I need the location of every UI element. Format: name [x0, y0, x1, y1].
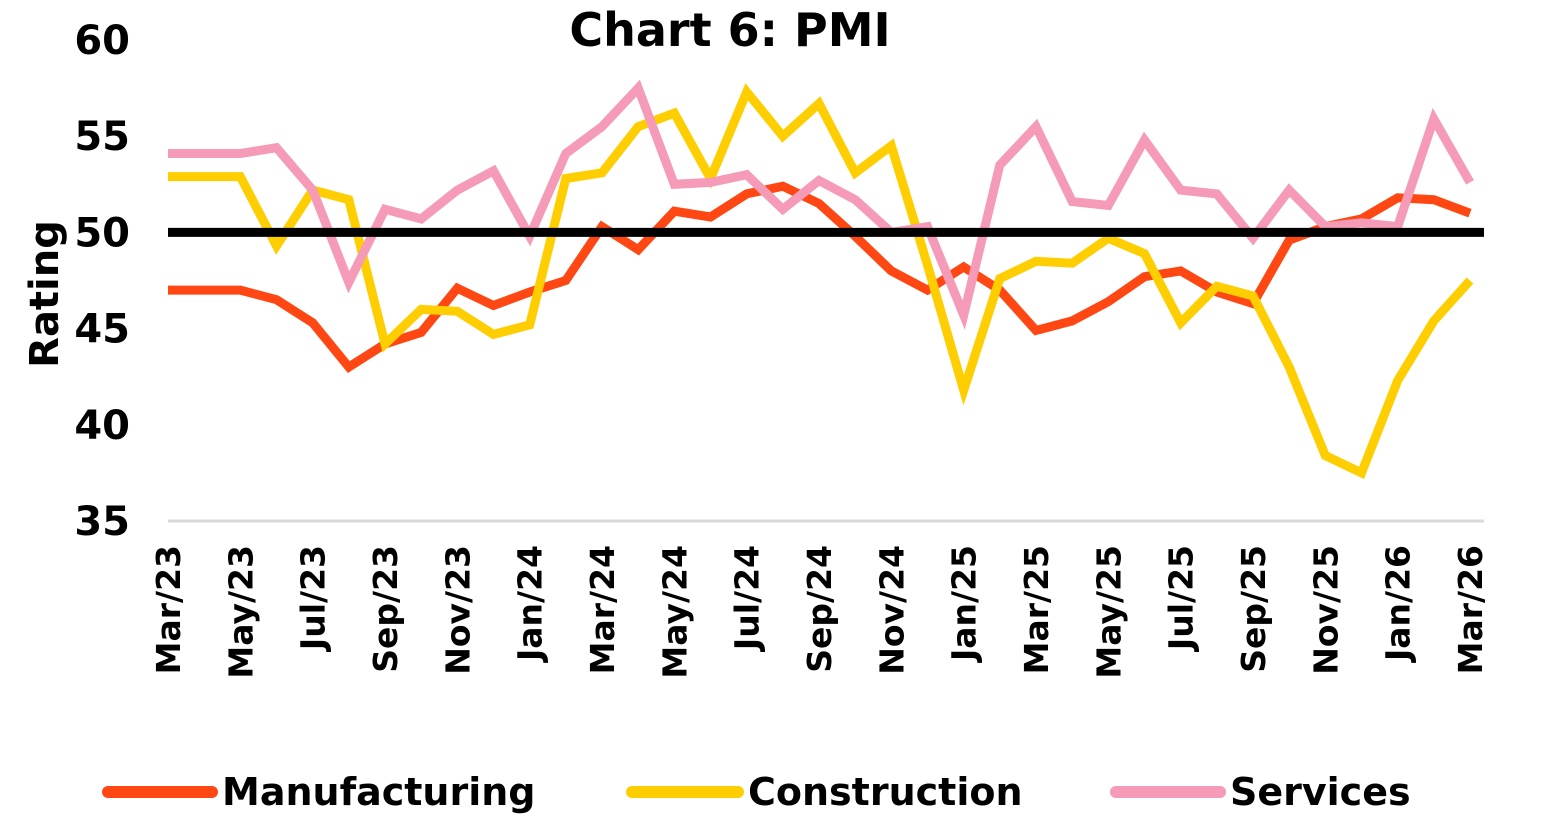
x-tick-label-jan-24: Jan/24	[511, 545, 550, 663]
x-tick-label-sep-23: Sep/23	[366, 545, 405, 673]
x-tick-label-sep-24: Sep/24	[800, 545, 839, 673]
x-tick-label-nov-24: Nov/24	[872, 545, 911, 675]
legend-label-services: Services	[1230, 770, 1411, 814]
x-tick-label-may-25: May/25	[1089, 545, 1128, 679]
y-tick-label-45: 45	[74, 307, 130, 353]
chart-title: Chart 6: PMI	[569, 3, 890, 57]
legend-label-manufacturing: Manufacturing	[222, 770, 536, 814]
x-tick-label-mar-24: Mar/24	[583, 545, 622, 674]
y-tick-label-55: 55	[74, 114, 130, 160]
x-tick-label-nov-25: Nov/25	[1306, 545, 1345, 675]
x-tick-label-nov-23: Nov/23	[438, 545, 477, 675]
x-tick-label-mar-25: Mar/25	[1017, 545, 1056, 674]
x-tick-label-jul-24: Jul/24	[728, 545, 767, 652]
y-axis-ticks: 35 40 45 50 55 60	[74, 18, 130, 545]
x-tick-label-mar-26: Mar/26	[1451, 545, 1490, 674]
x-tick-label-jul-25: Jul/25	[1162, 545, 1201, 652]
x-tick-label-jul-23: Jul/23	[294, 545, 333, 652]
x-tick-label-sep-25: Sep/25	[1234, 545, 1273, 673]
x-tick-label-jan-25: Jan/25	[945, 545, 984, 663]
series-lines	[168, 79, 1474, 480]
y-tick-label-35: 35	[74, 499, 130, 545]
legend-label-construction: Construction	[748, 770, 1023, 814]
y-tick-label-40: 40	[74, 403, 130, 449]
x-tick-label-jan-26: Jan/26	[1379, 545, 1418, 663]
x-tick-label-may-23: May/23	[221, 545, 260, 679]
x-tick-label-mar-23: Mar/23	[149, 545, 188, 674]
x-tick-label-may-24: May/24	[655, 545, 694, 679]
series-line-services	[168, 79, 1474, 330]
legend: Manufacturing Construction Services	[102, 770, 1411, 814]
x-axis-ticks: Mar/23 May/23 Jul/23 Sep/23 Nov/23 Jan/24 Mar/…	[149, 545, 1490, 679]
series-line-construction	[168, 83, 1474, 480]
y-axis-label: Rating	[22, 220, 68, 368]
y-tick-label-60: 60	[74, 18, 130, 64]
y-tick-label-50: 50	[74, 210, 130, 256]
